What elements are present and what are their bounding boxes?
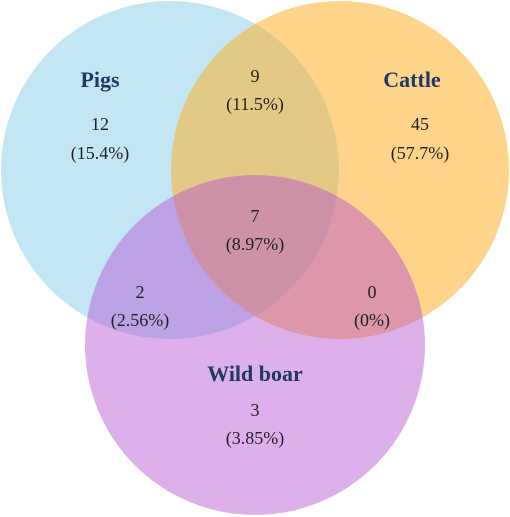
set-label: Wild boar (207, 361, 303, 386)
region-percent: (2.56%) (111, 310, 169, 331)
region-percent: (57.7%) (391, 143, 449, 164)
set-label: Pigs (80, 67, 120, 92)
region-percent: (0%) (354, 310, 390, 331)
region-percent: (15.4%) (71, 143, 129, 164)
set-label: Cattle (383, 67, 441, 92)
region-count: 12 (91, 114, 109, 134)
region-count: 0 (368, 282, 377, 302)
region-count: 3 (251, 400, 260, 420)
region-count: 9 (251, 66, 260, 86)
region-count: 7 (251, 206, 260, 226)
region-percent: (8.97%) (226, 234, 284, 255)
cattle-circle (171, 1, 509, 339)
region-percent: (11.5%) (226, 94, 284, 115)
wild-boar-circle (85, 175, 425, 515)
region-count: 2 (136, 282, 145, 302)
region-count: 45 (411, 114, 429, 134)
region-percent: (3.85%) (226, 428, 284, 449)
